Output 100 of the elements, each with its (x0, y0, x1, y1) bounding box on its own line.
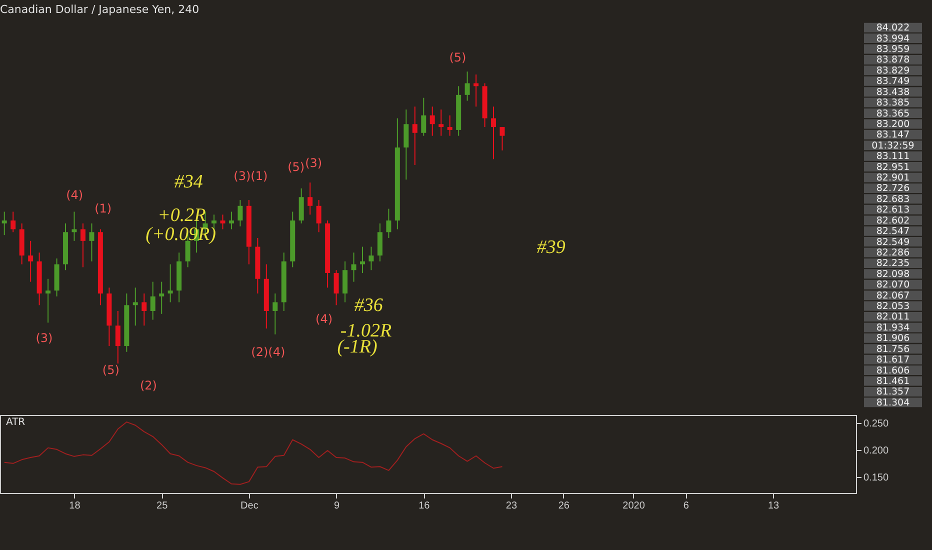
x-tick-label: 2020 (622, 500, 646, 512)
annotation: (3) (36, 331, 53, 346)
text: 83.878 (876, 54, 910, 66)
text: 82.070 (876, 280, 910, 291)
text: 83.438 (876, 86, 910, 98)
chart-title: ATR (6, 417, 26, 428)
text: 82.011 (876, 312, 910, 323)
candlestick (150, 281, 156, 320)
annotation: #36 (354, 295, 384, 316)
candlestick (72, 211, 77, 242)
candlestick (342, 260, 348, 303)
candlestick (89, 222, 94, 262)
chart-title: Canadian Dollar / Japanese Yen, 240 (0, 3, 200, 16)
candlestick (298, 188, 304, 224)
candlestick (228, 211, 234, 230)
x-tick-label: Dec (240, 500, 258, 512)
text: 81.606 (876, 365, 910, 376)
candlestick (238, 200, 243, 227)
candlestick (500, 126, 505, 151)
annotation: (3) (305, 156, 322, 170)
candlestick (272, 292, 278, 335)
text: 82.067 (876, 290, 910, 302)
candlestick (80, 222, 86, 268)
candlestick (28, 240, 34, 282)
text: 82.235 (876, 258, 910, 270)
text: 83.365 (876, 108, 910, 120)
text: 81.906 (876, 333, 910, 344)
candlestick (316, 200, 322, 233)
text: 83.111 (876, 151, 910, 162)
text: 83.829 (876, 65, 910, 76)
candlestick (46, 278, 51, 324)
y-tick-label: 0.150 (864, 472, 889, 484)
candlestick (334, 270, 339, 306)
y-tick-label: 0.250 (864, 418, 889, 430)
text: 81.304 (876, 397, 910, 408)
text: (5) (449, 50, 466, 64)
text: 83.749 (876, 76, 910, 88)
text: 83.994 (876, 33, 910, 44)
candlestick (421, 97, 426, 136)
text: 82.602 (876, 215, 910, 226)
x-tick-label: 26 (558, 500, 570, 512)
candlestick (142, 292, 147, 326)
text: 82.549 (876, 236, 910, 248)
x-tick-label: 18 (69, 500, 81, 512)
text: 81.461 (876, 376, 910, 388)
text: 83.959 (876, 44, 910, 55)
annotation: (4) (316, 312, 333, 326)
candlestick (132, 287, 138, 326)
text: 82.901 (876, 172, 910, 184)
candlestick (115, 310, 120, 364)
annotation: #34 (174, 171, 204, 192)
text: 82.053 (876, 301, 910, 312)
text: 81.617 (876, 354, 910, 366)
text: 82.613 (876, 204, 910, 216)
annotation: (5) (288, 160, 305, 174)
annotation: (2)(4) (251, 344, 286, 359)
text: 82.951 (876, 162, 910, 173)
text: 82.726 (876, 183, 910, 194)
text: 81.934 (876, 322, 910, 334)
candlestick (464, 71, 470, 102)
text: 01:32:59 (872, 140, 914, 152)
candlestick (377, 222, 382, 262)
x-tick-label: 25 (156, 500, 168, 512)
candlestick (360, 246, 365, 274)
text: 82.098 (876, 268, 910, 280)
candlestick (168, 264, 173, 303)
candlestick (438, 109, 444, 136)
candlestick (474, 74, 479, 108)
annotation: (1) (94, 202, 112, 216)
text: 83.200 (876, 118, 910, 130)
annotation: (4) (66, 188, 84, 202)
x-tick-label: 13 (768, 500, 780, 512)
x-tick-label: 16 (418, 500, 430, 512)
candlestick (159, 281, 164, 314)
text: 83.385 (876, 98, 910, 109)
text: 82.683 (876, 194, 910, 205)
text: 81.357 (876, 386, 910, 398)
text: 84.022 (876, 22, 910, 34)
annotation: (-1R) (337, 336, 378, 358)
candlestick (10, 211, 16, 233)
text: (2) (140, 378, 157, 393)
annotation: (5) (102, 362, 120, 377)
text: 83.147 (876, 130, 910, 141)
candlestick (430, 106, 435, 136)
x-tick-label: 9 (334, 500, 340, 512)
annotation: (3)(1) (234, 168, 268, 183)
x-tick-label: 23 (506, 500, 518, 512)
candlestick (447, 114, 452, 136)
candlestick (220, 214, 226, 230)
candlestick (368, 246, 374, 271)
text: 82.547 (876, 226, 910, 238)
candlestick (386, 208, 392, 238)
y-tick-label: 0.200 (864, 445, 889, 456)
annotation: #39 (536, 236, 566, 258)
x-tick-label: 6 (683, 500, 690, 512)
text: 81.756 (876, 344, 910, 355)
candlestick (491, 106, 496, 160)
text: 82.286 (876, 247, 910, 258)
candlestick (308, 182, 313, 216)
candlestick (404, 109, 409, 180)
